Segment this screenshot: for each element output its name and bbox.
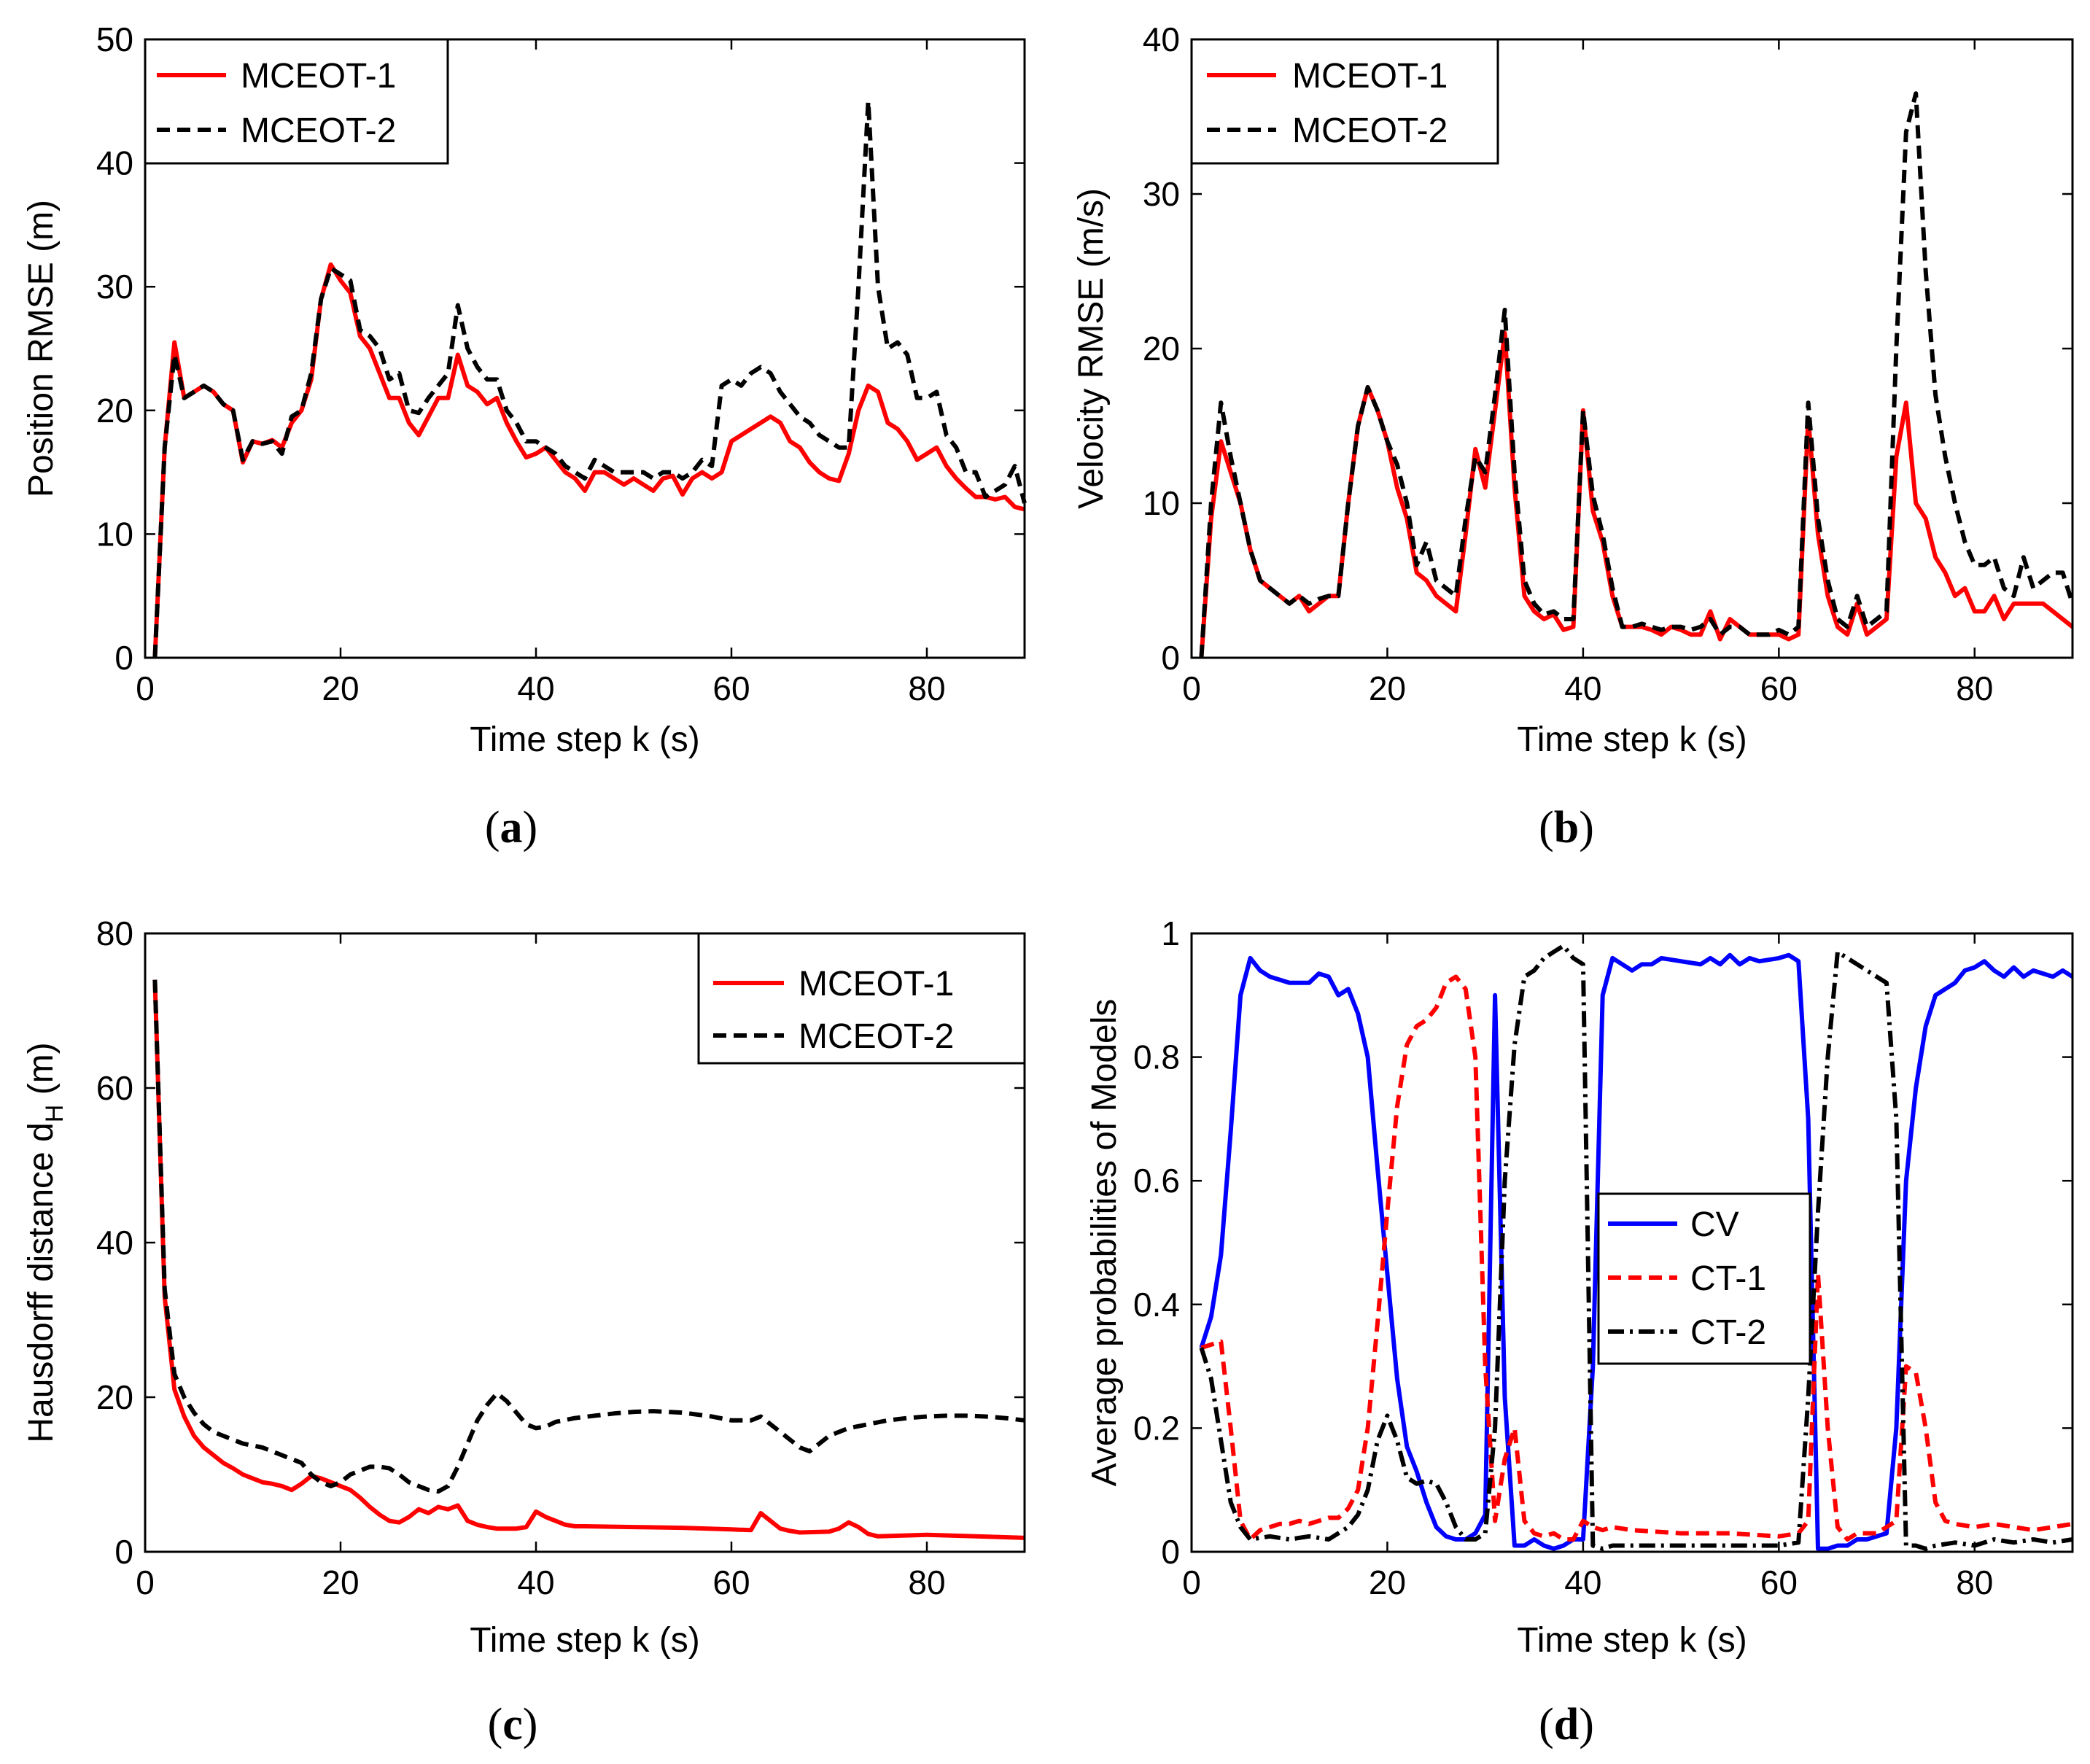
panel-d-series bbox=[1199, 944, 2074, 1551]
panel-a-legend-label-1: MCEOT-1 bbox=[241, 57, 396, 96]
panel-b-xtick-label-0: 0 bbox=[1182, 669, 1201, 707]
panel-d-series-ct-2 bbox=[1199, 944, 2073, 1551]
panel-a-legend-box bbox=[144, 38, 449, 165]
panel-b-xtick-label-2: 40 bbox=[1564, 669, 1601, 707]
panel-a-gridlayer: 0 20 40 60 80 0 10 20 30 40 50 bbox=[96, 20, 1025, 707]
panel-a-ytick-label-4: 40 bbox=[96, 144, 133, 182]
panel-a-caption: (a) bbox=[485, 803, 537, 852]
panel-b-legend: MCEOT-1 MCEOT-2 bbox=[1190, 38, 1499, 165]
panel-b-ylabel: Velocity RMSE (m/s) bbox=[1072, 188, 1111, 509]
panel-c-legend-box bbox=[697, 932, 1026, 1065]
panel-a-axes-frame bbox=[144, 38, 1026, 659]
panel-d-ytick-label-2: 0.4 bbox=[1133, 1286, 1180, 1324]
panel-d-xtick-label-3: 60 bbox=[1760, 1563, 1798, 1601]
panel-b-series-mceot-1 bbox=[1199, 330, 2074, 658]
panel-d-ytick-label-3: 0.6 bbox=[1133, 1162, 1180, 1200]
panel-c-caption: (c) bbox=[488, 1700, 538, 1749]
panel-d-legend: CV CT-1 CT-2 bbox=[1597, 1192, 1811, 1365]
panel-c-xtick-label-1: 20 bbox=[322, 1563, 359, 1601]
panel-c-xtick-label-0: 0 bbox=[136, 1563, 155, 1601]
panel-a-xtick-label-2: 40 bbox=[517, 669, 554, 707]
panel-b: 0 20 40 60 80 0 10 20 30 40 Time step k (s) Veloc… bbox=[1072, 20, 2075, 852]
panel-d-ylabel: Average probabilities of Models bbox=[1085, 999, 1124, 1487]
panel-b-caption: (b) bbox=[1539, 803, 1594, 852]
panel-d-legend-label-1: CV bbox=[1690, 1205, 1739, 1244]
panel-d-ytick-label-1: 0.2 bbox=[1133, 1409, 1180, 1447]
panel-c-ytick-label-0: 0 bbox=[114, 1533, 133, 1571]
panel-c-series-mceot-2 bbox=[152, 979, 1025, 1494]
panel-b-xtick-label-3: 60 bbox=[1760, 669, 1798, 707]
panel-c-legend-label-1: MCEOT-1 bbox=[799, 965, 954, 1003]
panel-a-xtick-label-0: 0 bbox=[136, 669, 155, 707]
panel-b-ytick-label-2: 20 bbox=[1143, 330, 1180, 368]
panel-b-ytick-label-1: 10 bbox=[1143, 484, 1180, 522]
panel-d-gridlayer: 0 20 40 60 80 0 0.2 0.4 0.6 0.8 1 bbox=[1133, 914, 2072, 1601]
panel-d-legend-label-2: CT-1 bbox=[1690, 1259, 1766, 1298]
panel-a-legend: MCEOT-1 MCEOT-2 bbox=[144, 38, 449, 165]
panel-c-ylabel: Hausdorff distance dH (m) bbox=[22, 1042, 69, 1442]
panel-b-gridlayer: 0 20 40 60 80 0 10 20 30 40 bbox=[1143, 20, 2072, 707]
panel-d-xtick-label-1: 20 bbox=[1369, 1563, 1406, 1601]
panel-c-ytick-label-2: 40 bbox=[96, 1224, 133, 1262]
panel-d-ytick-label-4: 0.8 bbox=[1133, 1038, 1180, 1076]
panel-c-series bbox=[152, 979, 1025, 1540]
panel-b-legend-label-1: MCEOT-1 bbox=[1292, 57, 1448, 96]
panel-b-legend-box bbox=[1190, 38, 1499, 165]
panel-a: 0 20 40 60 80 0 10 20 30 40 50 Time step k (s) Pos… bbox=[22, 20, 1027, 852]
panel-a-series-mceot-2 bbox=[152, 98, 1027, 658]
panel-b-legend-label-2: MCEOT-2 bbox=[1292, 112, 1448, 150]
panel-a-series bbox=[152, 98, 1027, 658]
panel-d-series-cv bbox=[1199, 952, 2074, 1551]
panel-c: 0 20 40 60 80 0 20 40 60 80 Time step k (s) Hausd… bbox=[22, 914, 1026, 1749]
panel-c-series-mceot-1 bbox=[152, 979, 1025, 1540]
panel-c-legend: MCEOT-1 MCEOT-2 bbox=[697, 932, 1026, 1065]
panel-a-xlabel: Time step k (s) bbox=[470, 720, 700, 759]
panel-b-ytick-label-4: 40 bbox=[1143, 20, 1180, 58]
panel-b-xtick-label-1: 20 bbox=[1369, 669, 1406, 707]
panel-d-ytick-label-5: 1 bbox=[1161, 914, 1180, 952]
panel-a-series-mceot-1 bbox=[152, 262, 1025, 658]
panel-c-ytick-label-4: 80 bbox=[96, 914, 133, 952]
panel-d-ytick-label-0: 0 bbox=[1161, 1533, 1180, 1571]
panel-a-ytick-label-0: 0 bbox=[114, 639, 133, 677]
panel-d-axes-frame bbox=[1190, 932, 2074, 1553]
panel-a-ytick-label-5: 50 bbox=[96, 20, 133, 58]
panel-c-xtick-label-4: 80 bbox=[908, 1563, 945, 1601]
panel-c-xtick-label-2: 40 bbox=[517, 1563, 554, 1601]
panel-c-ytick-label-1: 20 bbox=[96, 1378, 133, 1416]
panel-b-ytick-label-3: 30 bbox=[1143, 175, 1180, 213]
panel-b-axes-frame bbox=[1190, 38, 2074, 659]
panel-c-ytick-label-3: 60 bbox=[96, 1069, 133, 1107]
panel-d-xtick-label-0: 0 bbox=[1182, 1563, 1201, 1601]
panel-b-xlabel: Time step k (s) bbox=[1517, 720, 1747, 759]
panel-d-legend-label-3: CT-2 bbox=[1690, 1313, 1766, 1352]
panel-a-ytick-label-1: 10 bbox=[96, 515, 133, 553]
panel-b-ytick-label-0: 0 bbox=[1161, 639, 1180, 677]
panel-a-ytick-label-3: 30 bbox=[96, 268, 133, 306]
panel-d-caption: (d) bbox=[1539, 1700, 1594, 1749]
panel-d-xtick-label-2: 40 bbox=[1564, 1563, 1601, 1601]
panel-c-gridlayer: 0 20 40 60 80 0 20 40 60 80 bbox=[96, 914, 1025, 1601]
panel-d-xlabel: Time step k (s) bbox=[1517, 1621, 1747, 1660]
panel-c-xlabel: Time step k (s) bbox=[470, 1621, 700, 1660]
panel-d-xtick-label-4: 80 bbox=[1956, 1563, 1993, 1601]
panel-b-xtick-label-4: 80 bbox=[1956, 669, 1993, 707]
panel-a-ylabel: Position RMSE (m) bbox=[22, 200, 61, 497]
panel-c-legend-label-2: MCEOT-2 bbox=[799, 1017, 954, 1056]
panel-a-xtick-label-1: 20 bbox=[322, 669, 359, 707]
panel-d-series-ct-1 bbox=[1200, 974, 2073, 1542]
panel-c-axes-frame bbox=[144, 932, 1026, 1553]
panel-a-xtick-label-4: 80 bbox=[908, 669, 945, 707]
panel-a-ytick-label-2: 20 bbox=[96, 392, 133, 430]
panel-a-xtick-label-3: 60 bbox=[712, 669, 750, 707]
panel-a-legend-label-2: MCEOT-2 bbox=[241, 112, 396, 150]
panel-b-series bbox=[1199, 91, 2075, 658]
panel-b-series-mceot-2 bbox=[1199, 91, 2075, 658]
panel-c-xtick-label-3: 60 bbox=[712, 1563, 750, 1601]
